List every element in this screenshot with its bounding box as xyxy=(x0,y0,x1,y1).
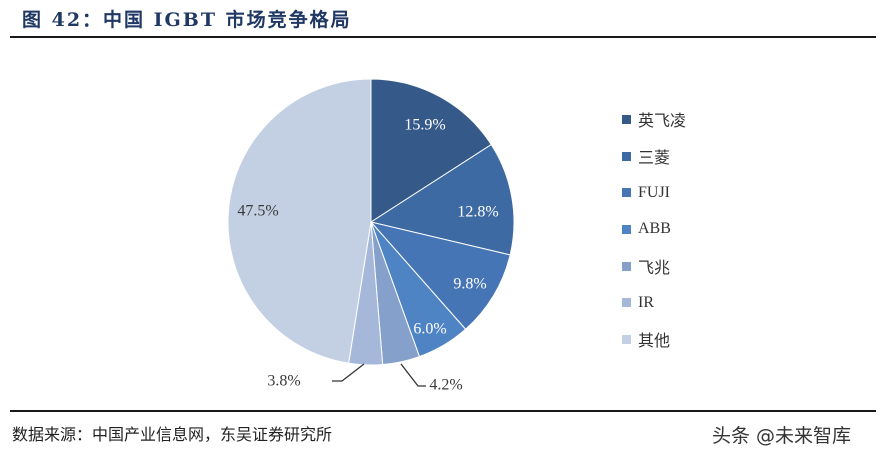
legend-swatch xyxy=(622,334,631,344)
slice-label-mitsubishi: 12.8% xyxy=(457,204,498,221)
legend: 英飞凌 三菱 FUJI ABB 飞兆 IR 其他 xyxy=(622,101,686,358)
legend-label: 其他 xyxy=(638,333,671,351)
legend-swatch xyxy=(622,151,631,161)
legend-swatch xyxy=(622,261,631,271)
legend-label: IR xyxy=(638,293,654,311)
legend-item-mitsubishi: 三菱 xyxy=(622,138,686,175)
watermark: 头条 @未来智库 xyxy=(712,425,852,447)
leader-line xyxy=(332,363,365,382)
legend-label: FUJI xyxy=(638,183,671,201)
slice-label-abb: 6.0% xyxy=(413,321,446,338)
top-divider xyxy=(10,36,876,38)
pie-slice-others xyxy=(227,78,372,364)
pie-slice-fuji xyxy=(369,221,511,330)
legend-item-ir: IR xyxy=(622,284,686,321)
legend-item-infineon: 英飞凌 xyxy=(622,101,686,138)
slice-label-ir: 3.8% xyxy=(267,373,300,390)
bottom-divider xyxy=(10,410,876,412)
legend-item-abb: ABB xyxy=(622,211,686,248)
legend-swatch xyxy=(622,114,631,124)
data-source: 数据来源：中国产业信息网，东吴证券研究所 xyxy=(12,425,333,444)
leader-line xyxy=(400,363,426,387)
slice-label-fairchild: 4.2% xyxy=(429,377,462,394)
legend-label: 飞兆 xyxy=(638,260,671,278)
legend-item-fairchild: 飞兆 xyxy=(622,248,686,285)
slice-label-fuji: 9.8% xyxy=(453,276,486,293)
legend-label: ABB xyxy=(638,220,671,238)
pie-slice-mitsubishi xyxy=(369,143,515,256)
legend-swatch xyxy=(622,298,631,308)
pie-slice-infineon xyxy=(370,78,492,223)
legend-item-fuji: FUJI xyxy=(622,174,686,211)
legend-label: 英飞凌 xyxy=(638,113,687,131)
slice-label-infineon: 15.9% xyxy=(404,117,445,134)
legend-swatch xyxy=(622,224,631,234)
chart-title: 图 42：中国 IGBT 市场竞争格局 xyxy=(22,9,352,31)
slice-label-others: 47.5% xyxy=(237,203,278,220)
legend-item-others: 其他 xyxy=(622,321,686,358)
legend-swatch xyxy=(622,188,631,198)
legend-label: 三菱 xyxy=(638,150,671,168)
